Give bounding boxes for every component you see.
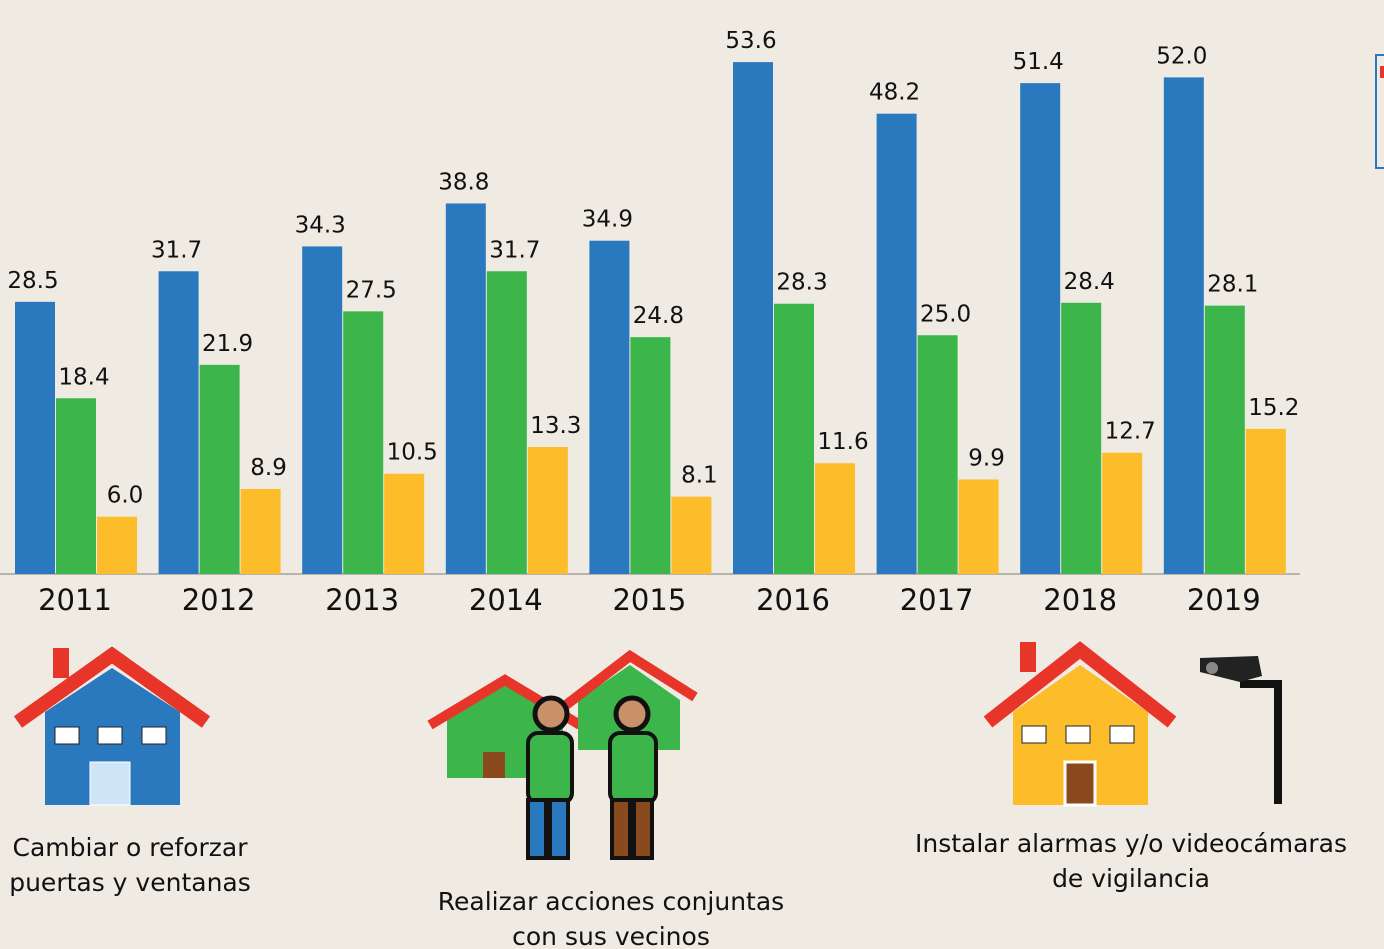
x-tick-label: 2013 xyxy=(325,583,399,617)
value-label: 6.0 xyxy=(107,483,144,509)
bar xyxy=(200,365,240,574)
bar xyxy=(733,62,773,574)
value-label: 31.7 xyxy=(489,237,540,263)
bar xyxy=(671,497,711,574)
x-tick-label: 2017 xyxy=(900,583,974,617)
value-label: 28.4 xyxy=(1064,269,1115,295)
bar xyxy=(528,447,568,574)
x-tick-label: 2018 xyxy=(1043,583,1117,617)
caption: de vigilancia xyxy=(1052,864,1210,893)
value-label: 31.7 xyxy=(151,237,202,263)
legend-swatch xyxy=(1380,66,1384,78)
bar xyxy=(15,302,55,574)
value-label: 25.0 xyxy=(920,301,971,327)
value-label: 34.3 xyxy=(295,212,346,238)
bar xyxy=(589,241,629,574)
x-tick-label: 2016 xyxy=(756,583,830,617)
value-label: 52.0 xyxy=(1156,43,1207,69)
x-tick-label: 2011 xyxy=(38,583,112,617)
value-label: 10.5 xyxy=(387,440,438,466)
value-label: 28.3 xyxy=(776,270,827,296)
x-tick-label: 2019 xyxy=(1187,583,1261,617)
value-label: 24.8 xyxy=(633,303,684,329)
value-label: 12.7 xyxy=(1105,419,1156,445)
value-label: 8.1 xyxy=(681,463,718,489)
bar xyxy=(959,479,999,574)
bar xyxy=(1164,77,1204,574)
x-tick-label: 2012 xyxy=(182,583,256,617)
value-label: 38.8 xyxy=(438,169,489,195)
value-label: 21.9 xyxy=(202,331,253,357)
bar xyxy=(302,246,342,574)
caption: Realizar acciones conjuntas xyxy=(438,887,784,916)
bar xyxy=(241,489,281,574)
bar xyxy=(97,517,137,574)
bar xyxy=(384,474,424,574)
bar xyxy=(159,271,199,574)
value-label: 11.6 xyxy=(817,429,868,455)
chart: 2011 28.5 18.4 6.0 2012 31.7 21.9 8.9 2013 34.3 27… xyxy=(0,0,1384,949)
value-label: 13.3 xyxy=(530,413,581,439)
caption: Cambiar o reforzar xyxy=(13,833,249,862)
value-label: 51.4 xyxy=(1013,49,1064,75)
bar xyxy=(487,271,527,574)
x-tick-label: 2015 xyxy=(612,583,686,617)
bar xyxy=(1102,453,1142,574)
bar xyxy=(1205,306,1245,574)
bar xyxy=(630,337,670,574)
x-tick-label: 2014 xyxy=(469,583,543,617)
caption: puertas y ventanas xyxy=(9,868,251,897)
bar xyxy=(774,304,814,574)
bar xyxy=(877,114,917,574)
bar xyxy=(1246,429,1286,574)
bar xyxy=(815,463,855,574)
page: 2011 28.5 18.4 6.0 2012 31.7 21.9 8.9 2013 34.3 27… xyxy=(0,0,1384,949)
value-label: 28.5 xyxy=(7,268,58,294)
value-label: 34.9 xyxy=(582,207,633,233)
bar xyxy=(918,335,958,574)
value-label: 53.6 xyxy=(725,28,776,54)
caption: con sus vecinos xyxy=(512,922,710,949)
value-label: 48.2 xyxy=(869,80,920,106)
bar xyxy=(446,203,486,574)
value-label: 9.9 xyxy=(968,445,1005,471)
value-label: 15.2 xyxy=(1248,395,1299,421)
value-label: 28.1 xyxy=(1207,272,1258,298)
value-label: 18.4 xyxy=(58,364,109,390)
bar xyxy=(1061,303,1101,574)
bar xyxy=(343,311,383,574)
bar xyxy=(56,398,96,574)
caption: Instalar alarmas y/o videocámaras xyxy=(915,829,1347,858)
bar xyxy=(1020,83,1060,574)
value-label: 27.5 xyxy=(346,277,397,303)
value-label: 8.9 xyxy=(250,455,287,481)
